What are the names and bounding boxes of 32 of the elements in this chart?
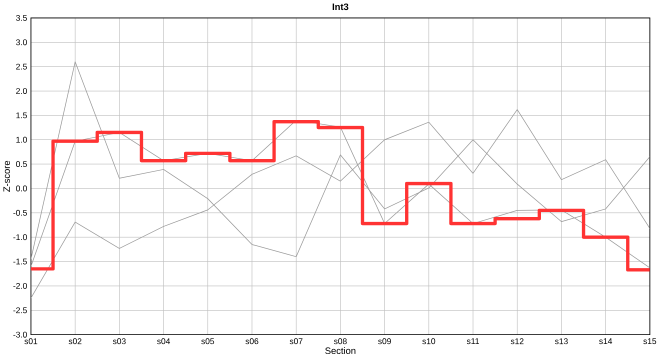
x-tick-label: s07 [290, 338, 302, 344]
y-axis-title: Z-score [3, 160, 10, 192]
x-tick-label: s13 [554, 338, 568, 344]
x-tick-label: s04 [157, 338, 170, 344]
chart-title: Int3 [332, 3, 348, 10]
y-tick-label: 2.0 [16, 88, 27, 94]
x-tick-label: s10 [422, 338, 436, 344]
x-tick-label: s01 [24, 338, 38, 344]
x-tick-label: s12 [510, 338, 524, 344]
x-tick-label: s08 [334, 338, 347, 344]
x-tick-label: s06 [246, 338, 258, 344]
y-tick-label: 3.5 [16, 14, 27, 21]
y-tick-label: -1.0 [13, 234, 27, 240]
x-tick-label: s11 [466, 338, 480, 344]
y-tick-label: 2.5 [16, 63, 27, 70]
y-tick-label: 3.0 [16, 39, 27, 45]
y-tick-label: 1.0 [16, 136, 27, 142]
x-tick-label: s05 [201, 338, 214, 344]
x-axis-title: Section [325, 346, 356, 354]
y-tick-label: -2.0 [13, 282, 27, 289]
y-tick-label: 0.5 [16, 160, 27, 167]
y-tick-label: -1.5 [13, 258, 27, 264]
x-tick-label: s15 [643, 338, 656, 344]
y-tick-label: -2.5 [13, 307, 27, 313]
y-tick-label: -0.5 [13, 210, 27, 216]
x-tick-label: s09 [378, 338, 391, 344]
x-tick-label: s02 [68, 338, 82, 344]
x-tick-label: s03 [112, 338, 126, 344]
y-tick-label: 1.5 [16, 112, 27, 118]
y-tick-label: -3.0 [13, 331, 27, 338]
x-tick-label: s14 [599, 338, 612, 344]
y-tick-label: 0.0 [16, 185, 27, 192]
